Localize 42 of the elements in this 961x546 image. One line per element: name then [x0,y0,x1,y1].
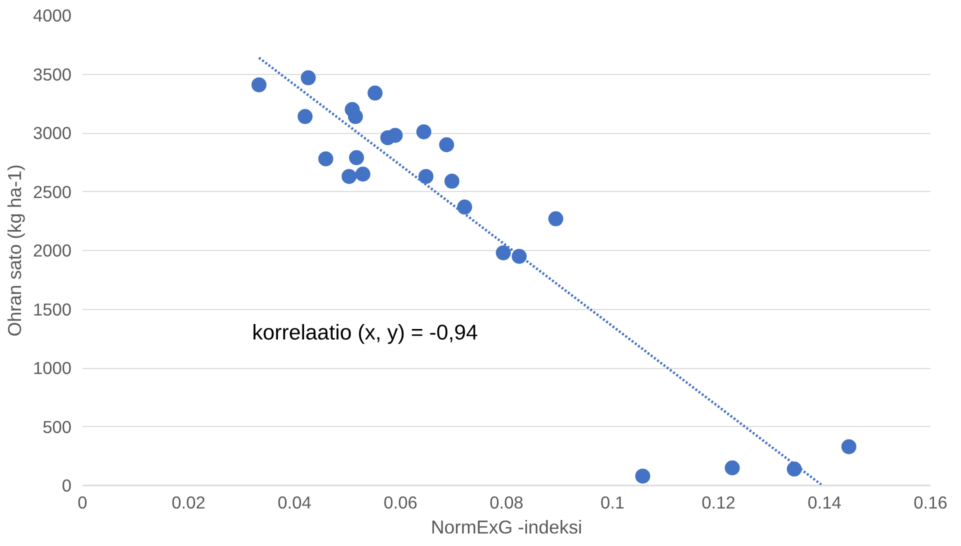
y-tick-label: 500 [42,416,72,437]
point [342,168,357,184]
y-tick-label: 4000 [32,6,72,26]
point [416,124,432,140]
y-tick-label: 2000 [32,240,72,260]
y-tick-label: 3500 [32,64,72,84]
point [635,468,650,484]
point [368,86,383,101]
x-axis-title: NormExG -indeksi [430,516,582,538]
x-tick-label: 0.02 [172,492,206,512]
point [348,109,363,124]
point [786,462,802,477]
x-tick-label: 0.12 [702,492,736,512]
point [388,128,403,143]
point [418,168,434,184]
x-tick-label: 0.1 [600,492,625,512]
point [439,137,454,152]
point [444,174,460,189]
y-tick-label: 1000 [32,358,72,378]
point [457,200,472,215]
x-tick-label: 0.08 [490,492,524,512]
point [318,151,334,166]
point [251,77,266,92]
x-tick-label: 0 [78,492,88,512]
y-tick-label: 2500 [32,182,72,202]
point [724,460,740,476]
point [496,245,511,260]
y-tick-label: 0 [62,476,72,496]
x-tick-label: 0.04 [278,492,312,512]
y-tick-label: 3000 [32,123,72,143]
x-tick-label: 0.06 [384,492,418,512]
point [349,150,364,166]
y-tick-label: 1500 [32,299,72,320]
x-tick-label: 0.14 [808,492,842,512]
point [355,166,370,182]
point [300,70,316,86]
point [548,211,564,226]
x-tick-label: 0.16 [914,492,948,512]
point [841,439,856,454]
y-axis-title: Ohran sato (kg ha-1) [4,164,25,337]
point [298,109,313,124]
annotation: korrelaatio (x, y) = -0,94 [252,320,478,344]
